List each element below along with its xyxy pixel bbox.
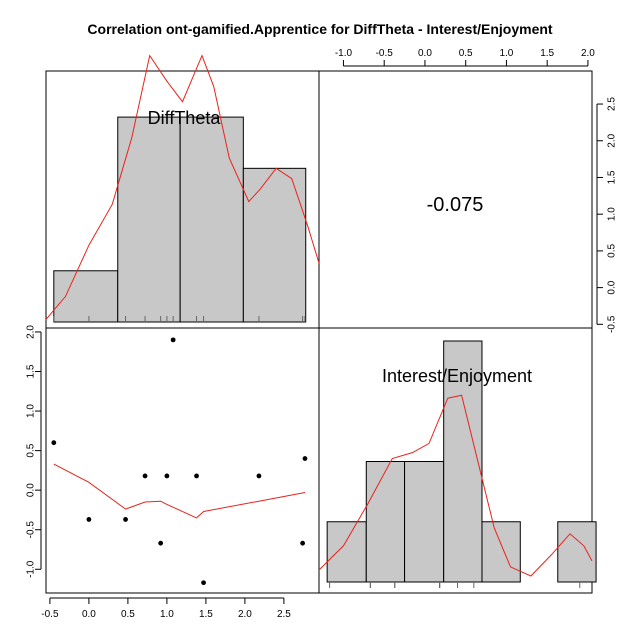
right-tick-label: 2.0 xyxy=(607,133,618,147)
right-tick-label: 1.0 xyxy=(607,207,618,221)
y-tick-label: 0.5 xyxy=(26,443,37,457)
right-tick-label: 0.5 xyxy=(607,244,618,258)
scatter-point xyxy=(300,540,306,546)
scatter-panel xyxy=(51,337,308,586)
hist2-bar xyxy=(443,340,483,583)
hist1-bar xyxy=(179,116,244,323)
top-tick-label: 1.5 xyxy=(540,48,554,59)
correlation-value: -0.075 xyxy=(427,194,484,216)
scatter-point xyxy=(201,580,206,586)
hist-difftheta xyxy=(45,54,320,323)
top-tick-label: 1.0 xyxy=(499,48,513,59)
y-tick-label: -1.0 xyxy=(26,560,37,578)
y-tick-label: -0.5 xyxy=(26,521,37,539)
right-tick-label: -0.5 xyxy=(607,315,618,333)
hist2-bar xyxy=(481,521,521,583)
scatter-smooth-line xyxy=(53,463,306,519)
x-tick-label: 0.0 xyxy=(82,609,96,620)
scatter-point xyxy=(170,337,176,343)
chart-title: Correlation ont-gamified.Apprentice for … xyxy=(87,21,552,37)
hist1-bar xyxy=(117,116,181,323)
right-tick-label: 1.5 xyxy=(607,170,618,184)
top-tick-label: -0.5 xyxy=(376,48,394,59)
scatter-point xyxy=(158,540,164,546)
top-tick-label: -1.0 xyxy=(335,48,353,59)
diag-label-difftheta: DiffTheta xyxy=(148,108,222,128)
hist2-bar xyxy=(326,521,367,583)
hist1-density-curve xyxy=(45,54,320,320)
scatter-point xyxy=(123,517,128,522)
right-tick-label: 2.5 xyxy=(607,97,618,111)
panel-bottom-left xyxy=(45,327,320,594)
right-tick-label: 0.0 xyxy=(607,280,618,294)
hist2-bar xyxy=(557,521,597,583)
x-tick-label: 1.5 xyxy=(199,609,213,620)
scatter-point xyxy=(256,473,262,479)
hist2-bar xyxy=(365,461,406,583)
axes: -0.5 0.0 0.5 1.0 1.5 2.0 2.5 -1.0 -0.5 0.0 0.5 1.0 1… xyxy=(26,48,618,620)
top-tick-label: 2.0 xyxy=(581,48,595,59)
scatter-point xyxy=(86,517,92,522)
diag-label-interest: Interest/Enjoyment xyxy=(382,366,532,386)
top-tick-label: 0.5 xyxy=(459,48,473,59)
y-tick-label: 1.5 xyxy=(26,364,37,378)
x-tick-label: 0.5 xyxy=(121,609,135,620)
hist1-bar xyxy=(242,167,307,323)
scatter-point xyxy=(302,456,308,461)
y-tick-label: 0.0 xyxy=(26,483,37,497)
hist-interest xyxy=(318,340,597,588)
scatter-point xyxy=(51,440,57,446)
scatter-point xyxy=(194,473,199,479)
scatter-point xyxy=(142,473,148,479)
x-tick-label: 1.0 xyxy=(160,609,174,620)
x-tick-label: -0.5 xyxy=(41,609,59,620)
y-tick-label: 1.0 xyxy=(26,404,37,418)
panel-bottom-right xyxy=(318,327,593,594)
hist2-bar xyxy=(404,461,445,583)
x-tick-label: 2.5 xyxy=(277,609,291,620)
top-tick-label: 0.0 xyxy=(418,48,432,59)
hist1-bar xyxy=(53,270,119,323)
y-tick-label: 2.0 xyxy=(26,325,37,339)
scatter-point xyxy=(164,473,170,479)
x-tick-label: 2.0 xyxy=(238,609,252,620)
hist2-density-curve xyxy=(318,394,593,577)
